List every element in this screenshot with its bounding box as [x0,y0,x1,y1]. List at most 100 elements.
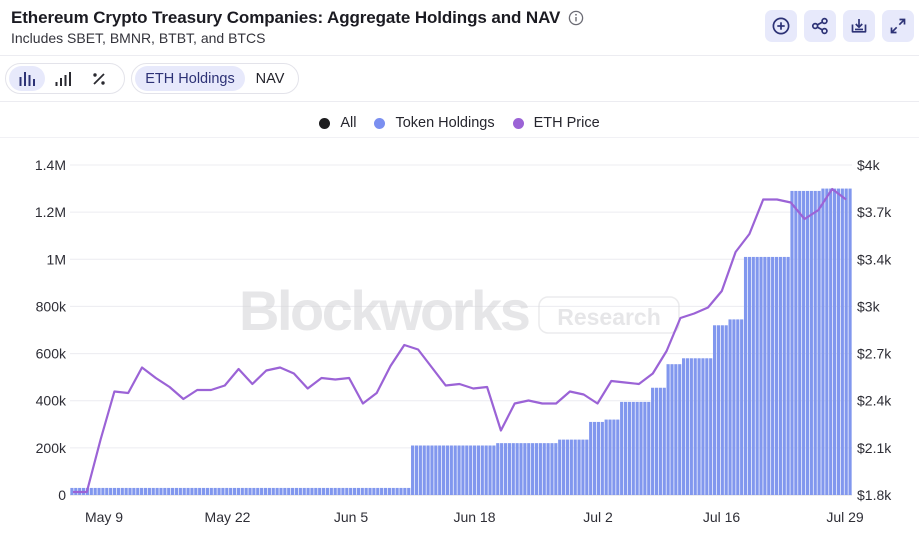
expand-icon[interactable] [882,10,914,42]
holdings-bar [407,487,411,495]
holdings-bar [743,256,748,495]
legend-dot-all [319,117,331,129]
holdings-bar [318,487,322,495]
holdings-bar [507,443,511,495]
holdings-bar [124,487,128,495]
holdings-bar [155,487,159,495]
x-tick-label: Jul 2 [583,509,613,525]
y-right-tick-label: $3.4k [857,251,892,267]
holdings-bar [476,445,481,495]
y-right-tick-label: $1.8k [857,487,892,503]
holdings-bar [465,445,469,495]
holdings-bar [453,445,457,495]
holdings-bar [140,487,144,495]
holdings-bar [364,487,368,495]
y-right-tick-label: $2.1k [857,440,892,456]
holdings-bar [190,487,194,495]
holdings-bar [600,421,604,495]
holdings-bar [109,487,113,495]
holdings-bar [720,325,724,495]
legend-item-token-holdings[interactable]: Token Holdings [374,115,495,131]
holdings-bar [519,443,523,495]
watermark-tag-box [538,296,680,334]
holdings-bar [225,487,229,495]
holdings-bar [682,358,686,495]
holdings-bar [186,487,190,495]
holdings-bar [503,443,508,495]
holdings-bar [194,487,198,495]
holdings-bar [291,487,295,495]
holdings-bar [724,325,728,495]
holdings-bar [809,190,813,495]
holdings-bar [554,443,558,495]
chart-legend: All Token Holdings ETH Price [0,112,919,134]
holdings-bar [666,364,670,495]
holdings-bar [585,439,589,495]
column-chart-icon[interactable] [45,66,81,91]
holdings-bar [581,439,585,495]
holdings-bar [496,443,500,495]
legend-dot-eth-price [512,117,524,129]
holdings-bar [298,487,302,495]
y-left-tick-label: 1M [47,251,66,267]
holdings-bar [840,188,844,496]
holdings-bar [283,487,287,495]
legend-item-all[interactable]: All [319,115,356,131]
holdings-bar [174,487,179,495]
holdings-bar [654,387,659,495]
holdings-bar [128,487,132,495]
holdings-bar [395,487,399,495]
holdings-bar [740,319,744,495]
holdings-bar [213,487,217,495]
holdings-bar [240,487,244,495]
chart-toolbar: ETH Holdings NAV [0,57,919,102]
holdings-bar [848,188,852,496]
holdings-bar [337,487,341,495]
holdings-bar [469,445,473,495]
y-axis-left: 0 200k 400k 600k 800k 1M 1.2M 1.4M [35,157,67,503]
holdings-bar [728,319,732,495]
share-icon[interactable] [804,10,836,42]
holdings-bar [527,443,531,495]
holdings-bar [604,419,608,495]
metric-nav-button[interactable]: NAV [255,70,285,87]
holdings-bar [101,487,105,495]
holdings-bar [201,487,206,495]
holdings-bar [577,439,581,495]
add-circle-icon[interactable] [765,10,797,42]
y-right-tick-label: $3k [857,298,881,314]
holdings-bar [383,487,388,495]
holdings-bar [620,401,624,495]
y-left-tick-label: 400k [36,393,67,409]
holdings-bar [627,401,631,495]
holdings-bar [97,487,101,495]
metric-toggle: ETH Holdings NAV [131,63,299,94]
watermark-brand: Blockworks [239,279,529,342]
holdings-bar [805,190,810,495]
holdings-bar [178,487,182,495]
holdings-bar [829,188,833,496]
holdings-bar [151,487,155,495]
holdings-bar [333,487,337,495]
legend-item-eth-price[interactable]: ETH Price [512,115,600,131]
chart-header: Ethereum Crypto Treasury Companies: Aggr… [0,0,919,56]
metric-eth-holdings-button[interactable]: ETH Holdings [135,66,245,91]
holdings-bar [457,445,461,495]
info-circle-icon[interactable] [568,10,584,26]
holdings-bar [844,188,848,496]
holdings-bar [747,256,751,495]
holdings-bar [430,445,434,495]
download-icon[interactable] [843,10,875,42]
holdings-bar [105,487,109,495]
legend-dot-token-holdings [374,117,386,129]
holdings-bar [441,445,446,495]
holdings-bar [705,358,709,495]
holdings-bar [275,487,279,495]
legend-label-token-holdings: Token Holdings [395,115,495,131]
percent-icon[interactable] [81,66,117,91]
eth-price-path [73,187,847,494]
bar-chart-icon[interactable] [9,66,45,91]
title-row: Ethereum Crypto Treasury Companies: Aggr… [11,8,584,28]
y-left-tick-label: 1.4M [35,157,66,173]
holdings-bar [651,387,655,495]
